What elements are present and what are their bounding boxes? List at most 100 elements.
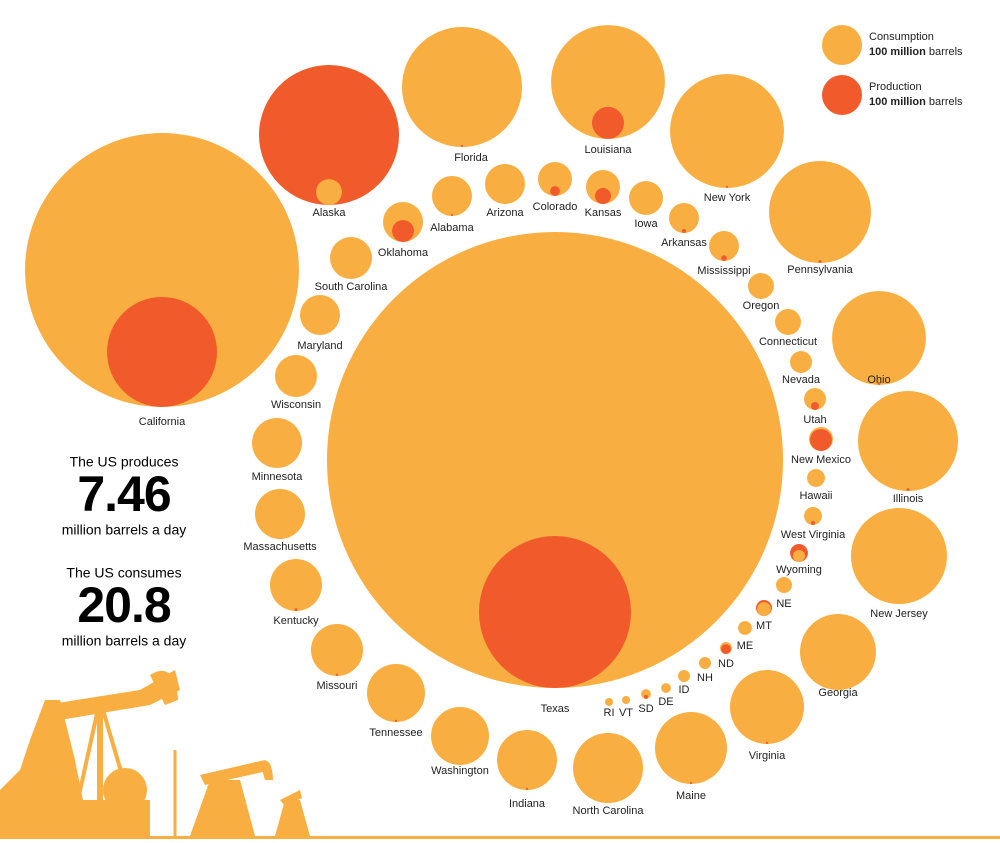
state-label: Kansas xyxy=(585,207,622,219)
consumption-bubble xyxy=(622,696,630,704)
production-bubble xyxy=(721,644,731,654)
production-bubble xyxy=(811,401,819,410)
state-label: Florida xyxy=(454,152,489,164)
state-label: MT xyxy=(756,620,772,632)
production-bubble xyxy=(765,741,769,744)
state-label: Arkansas xyxy=(661,237,707,249)
state-label: Georgia xyxy=(818,687,858,699)
state-label: New Mexico xyxy=(791,454,851,466)
state-label: Mississippi xyxy=(697,265,750,277)
state-label: Maryland xyxy=(297,340,342,352)
consumption-bubble xyxy=(300,295,340,335)
state-label: ND xyxy=(718,658,734,670)
state-label: Maine xyxy=(676,790,706,802)
consumption-bubble xyxy=(311,624,363,676)
consumption-bubble xyxy=(832,291,926,385)
stat-unit: million barrels a day xyxy=(62,633,187,649)
state-label: SD xyxy=(638,703,653,715)
consumption-bubble xyxy=(25,133,299,407)
consumption-bubble xyxy=(629,181,663,215)
consumption-bubble xyxy=(776,577,792,593)
production-bubble xyxy=(450,213,454,216)
production-bubble xyxy=(525,787,529,790)
consumption-bubble xyxy=(738,621,752,635)
production-bubble xyxy=(725,185,729,188)
state-label: Virginia xyxy=(749,750,786,762)
consumption-bubble xyxy=(330,237,372,279)
consumption-bubble xyxy=(431,707,489,765)
consumption-bubble xyxy=(748,273,774,299)
consumption-bubble xyxy=(670,74,784,188)
ground-line xyxy=(0,836,1000,839)
consumption-bubble xyxy=(807,469,825,487)
state-label: NH xyxy=(697,672,713,684)
state-label: Louisiana xyxy=(584,144,632,156)
consumption-bubble xyxy=(573,733,643,803)
state-label: Oregon xyxy=(743,300,780,312)
consumption-bubble xyxy=(485,164,525,204)
production-bubble xyxy=(721,255,727,261)
state-label: VT xyxy=(619,707,633,719)
production-bubble xyxy=(906,488,910,491)
oil-pumps xyxy=(0,670,1000,839)
state-label: Colorado xyxy=(533,201,578,213)
state-label: Kentucky xyxy=(273,615,319,627)
state-label: ME xyxy=(737,640,754,652)
state-label: South Carolina xyxy=(315,281,389,293)
state-label: Minnesota xyxy=(252,471,304,483)
consumption-bubble xyxy=(757,602,771,616)
consumption-bubble xyxy=(497,730,557,790)
consumption-bubble xyxy=(804,388,826,410)
consumption-bubble xyxy=(775,309,801,335)
consumption-bubble xyxy=(655,712,727,784)
legend-unit: barrels xyxy=(929,46,963,58)
consumption-bubble xyxy=(605,698,613,706)
state-label: Missouri xyxy=(317,680,358,692)
consumption-bubble xyxy=(255,489,305,539)
state-label: Utah xyxy=(803,414,826,426)
state-label: West Virginia xyxy=(781,529,846,541)
legend-label: Consumption xyxy=(869,31,934,43)
consumption-bubble xyxy=(858,391,958,491)
consumption-bubble xyxy=(699,657,711,669)
legend-swatch xyxy=(822,75,862,115)
consumption-bubble xyxy=(432,176,472,216)
consumption-bubble xyxy=(769,161,871,263)
consumption-bubble xyxy=(402,27,522,147)
production-bubble xyxy=(689,781,693,784)
state-label: Wyoming xyxy=(776,564,822,576)
consumption-bubble xyxy=(641,689,651,699)
consumption-bubble xyxy=(252,418,302,468)
legend-swatch xyxy=(822,25,862,65)
consumption-bubble xyxy=(538,162,572,196)
consumption-bubble xyxy=(586,170,620,204)
state-label: Massachusetts xyxy=(243,541,317,553)
legend-unit: barrels xyxy=(929,96,963,108)
state-label: Alabama xyxy=(430,222,474,234)
production-bubble xyxy=(394,719,398,722)
state-label: Pennsylvania xyxy=(787,264,853,276)
consumption-bubble xyxy=(730,670,804,744)
state-label: RI xyxy=(604,707,615,719)
consumption-bubble xyxy=(326,231,784,689)
consumption-bubble xyxy=(804,507,822,525)
production-bubble xyxy=(810,429,832,452)
legend-size-value: 100 million xyxy=(869,96,926,108)
stat-value: 7.46 xyxy=(77,466,170,522)
consumption-bubble xyxy=(316,179,342,205)
production-bubble xyxy=(592,106,624,139)
production-bubble xyxy=(595,187,611,204)
production-bubble xyxy=(644,694,648,699)
production-bubble xyxy=(259,65,399,205)
state-label: California xyxy=(139,416,186,428)
state-label: Wisconsin xyxy=(271,399,321,411)
state-label: Washington xyxy=(431,765,489,777)
production-bubble xyxy=(682,228,686,233)
stat-lead: The US produces xyxy=(70,454,179,470)
state-label: Texas xyxy=(541,703,570,715)
state-label: New York xyxy=(704,192,751,204)
state-label: Arizona xyxy=(486,207,524,219)
consumption-bubble xyxy=(669,203,699,233)
production-bubble xyxy=(107,296,217,407)
